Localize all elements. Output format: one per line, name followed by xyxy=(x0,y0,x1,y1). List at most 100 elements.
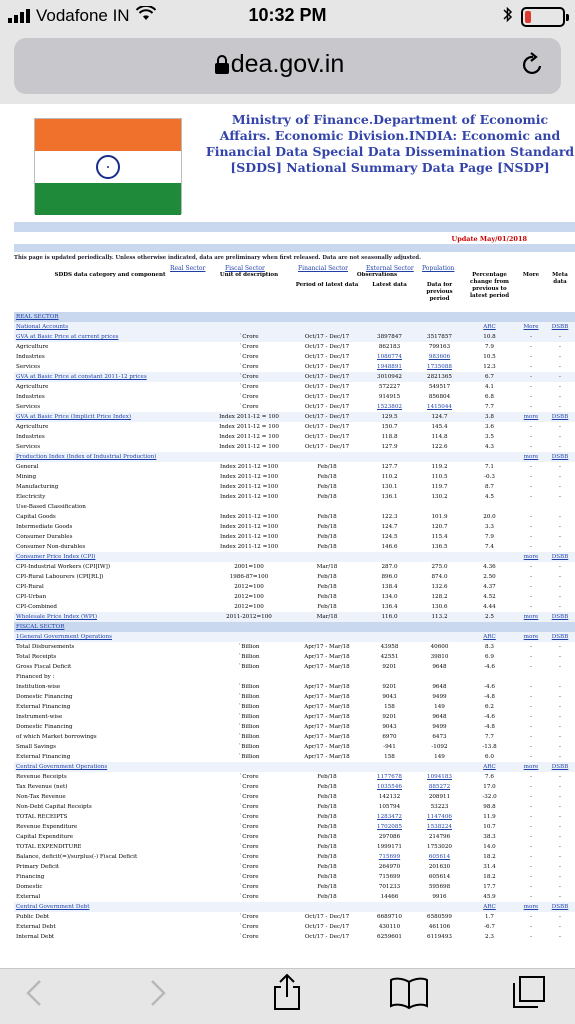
cell-latest[interactable]: 1177678 xyxy=(377,774,402,780)
cell-unit: Index 2011-12 = 100 xyxy=(219,444,279,450)
cell-previous[interactable]: 1735088 xyxy=(427,364,452,370)
table-row: General Index 2011-12 =100 Feb/18 127.7 119.… xyxy=(14,462,575,472)
section-label[interactable]: REAL SECTOR xyxy=(14,312,575,322)
nav-link-fiscal-sector[interactable]: Fiscal Sector xyxy=(225,265,265,272)
cell-category: Services xyxy=(16,404,41,410)
cell-previous[interactable]: 885272 xyxy=(428,784,451,790)
cell-pct-change: 6.9 xyxy=(485,654,494,660)
cell-category: Agriculture xyxy=(16,384,49,390)
cell-more[interactable]: more xyxy=(517,612,545,622)
cell-pct-change: 10.7 xyxy=(483,824,496,830)
cell-more: - xyxy=(530,734,532,740)
table-row: Capital Goods Index 2011-12 =100 Feb/18 122… xyxy=(14,512,575,522)
cell-more[interactable]: more xyxy=(517,452,545,462)
cell-category[interactable]: Central Government Debt xyxy=(14,902,206,912)
cell-latest xyxy=(362,552,417,562)
cell-previous: 122.6 xyxy=(431,444,448,450)
cell-category: Mining xyxy=(16,474,37,480)
cell-pct-change[interactable]: ARC xyxy=(462,902,517,912)
nav-link-real-sector[interactable]: Real Sector xyxy=(170,265,206,272)
cell-latest[interactable]: 1702085 xyxy=(377,824,402,830)
tabs-icon[interactable] xyxy=(512,975,546,1014)
cell-pct-change: 2.50 xyxy=(483,574,496,580)
cell-meta[interactable]: DSBB xyxy=(545,412,575,422)
cell-more[interactable]: more xyxy=(517,902,545,912)
cell-category[interactable]: National Accounts xyxy=(14,322,206,332)
cell-pct-change[interactable]: ARC xyxy=(462,762,517,772)
cell-pct-change xyxy=(462,502,517,512)
cell-latest[interactable]: 1283472 xyxy=(377,814,402,820)
cell-category[interactable]: Central Government Operations xyxy=(14,762,206,772)
cell-meta[interactable]: DSBB xyxy=(545,612,575,622)
cell-more[interactable]: more xyxy=(517,632,545,642)
reload-icon[interactable] xyxy=(521,51,545,84)
cell-category: Financing xyxy=(16,874,45,880)
cell-meta: - xyxy=(559,894,561,900)
section-label[interactable]: FISCAL SECTOR xyxy=(14,622,575,632)
cell-meta[interactable]: DSBB xyxy=(545,452,575,462)
cell-period: Oct/17 - Dec/17 xyxy=(304,384,350,390)
cell-category[interactable]: Production Index (Index of Industrial Pr… xyxy=(14,452,206,462)
cell-meta: - xyxy=(559,604,561,610)
cell-previous: 149 xyxy=(434,704,445,710)
cell-unit: `Crore xyxy=(206,372,292,382)
forward-icon[interactable] xyxy=(150,979,166,1012)
cell-pct-change xyxy=(462,552,517,562)
cell-latest: 136.1 xyxy=(381,494,398,500)
bookmarks-icon[interactable] xyxy=(389,977,429,1014)
cell-previous[interactable]: 1147406 xyxy=(427,814,452,820)
nav-link-population[interactable]: Population xyxy=(422,265,455,272)
cell-period: Apr/17 - Mar/18 xyxy=(304,664,350,670)
cell-pct-change[interactable]: ARC xyxy=(462,632,517,642)
table-row: Primary Deficit `Crore Feb/18 264970 201630 3… xyxy=(14,862,575,872)
table-row: Consumer Non-durables Index 2011-12 =100 F… xyxy=(14,542,575,552)
table-row: Internal Debt `Crore Oct/17 - Dec/17 625960… xyxy=(14,932,575,942)
cell-latest: 9201 xyxy=(382,664,397,670)
cell-category[interactable]: 1General Government Operations xyxy=(14,632,206,642)
cell-category[interactable]: Consumer Price Index (CPI) xyxy=(14,552,206,562)
cell-latest xyxy=(362,902,417,912)
cell-more[interactable]: More xyxy=(517,322,545,332)
cell-latest[interactable]: 1035546 xyxy=(377,784,402,790)
cell-latest[interactable]: 1086774 xyxy=(377,354,402,360)
nav-link-external-sector[interactable]: External Sector xyxy=(366,265,414,272)
cell-previous[interactable]: 1538224 xyxy=(427,824,452,830)
header-band-2 xyxy=(14,244,575,252)
address-bar[interactable]: dea.gov.in xyxy=(14,38,561,94)
subsection-row: Production Index (Index of Industrial Pr… xyxy=(14,452,575,462)
back-icon[interactable] xyxy=(26,979,42,1012)
share-icon[interactable] xyxy=(272,973,302,1016)
cell-category[interactable]: GVA at Basic Price at current prices xyxy=(14,332,206,342)
cell-category: Industries xyxy=(16,354,45,360)
cell-pct-change: 2.5 xyxy=(462,612,517,622)
cell-previous[interactable]: 605614 xyxy=(428,854,451,860)
cell-more[interactable]: more xyxy=(517,552,545,562)
cell-meta[interactable]: DSBB xyxy=(545,902,575,912)
cell-more: - xyxy=(530,464,532,470)
nav-link-financial-sector[interactable]: Financial Sector xyxy=(298,265,348,272)
cell-previous[interactable]: 1094183 xyxy=(427,774,452,780)
cell-more[interactable]: more xyxy=(517,412,545,422)
cell-meta[interactable]: DSBB xyxy=(545,762,575,772)
table-row: Domestic `Crore Feb/18 701233 595698 17.7 - - xyxy=(14,882,575,892)
cell-previous[interactable]: 1415044 xyxy=(427,404,452,410)
cell-latest[interactable]: 1523802 xyxy=(377,404,402,410)
cell-category[interactable]: GVA at Basic Price at constant 2011-12 p… xyxy=(14,372,206,382)
cell-meta[interactable]: DSBB xyxy=(545,632,575,642)
cell-latest[interactable]: 1948891 xyxy=(377,364,402,370)
cell-pct-change: -4.8 xyxy=(484,724,495,730)
cell-category[interactable]: GVA at Basic Price (Implicit Price Index… xyxy=(14,412,206,422)
cell-meta[interactable]: DSBB xyxy=(545,322,575,332)
cell-previous[interactable]: 983606 xyxy=(428,354,451,360)
cell-category[interactable]: Wholesale Price Index (WPI) xyxy=(14,612,206,622)
table-row: Revenue Expenditure `Crore Feb/18 1702085 15… xyxy=(14,822,575,832)
lock-icon xyxy=(214,55,230,80)
cell-unit: 1986-87=100 xyxy=(229,574,269,580)
cell-period xyxy=(292,502,362,512)
cell-more[interactable]: more xyxy=(517,762,545,772)
cell-more: - xyxy=(530,384,532,390)
cell-latest[interactable]: 715699 xyxy=(378,854,401,860)
cell-meta[interactable]: DSBB xyxy=(545,552,575,562)
cell-meta: - xyxy=(545,372,575,382)
cell-pct-change[interactable]: ARC xyxy=(462,322,517,332)
